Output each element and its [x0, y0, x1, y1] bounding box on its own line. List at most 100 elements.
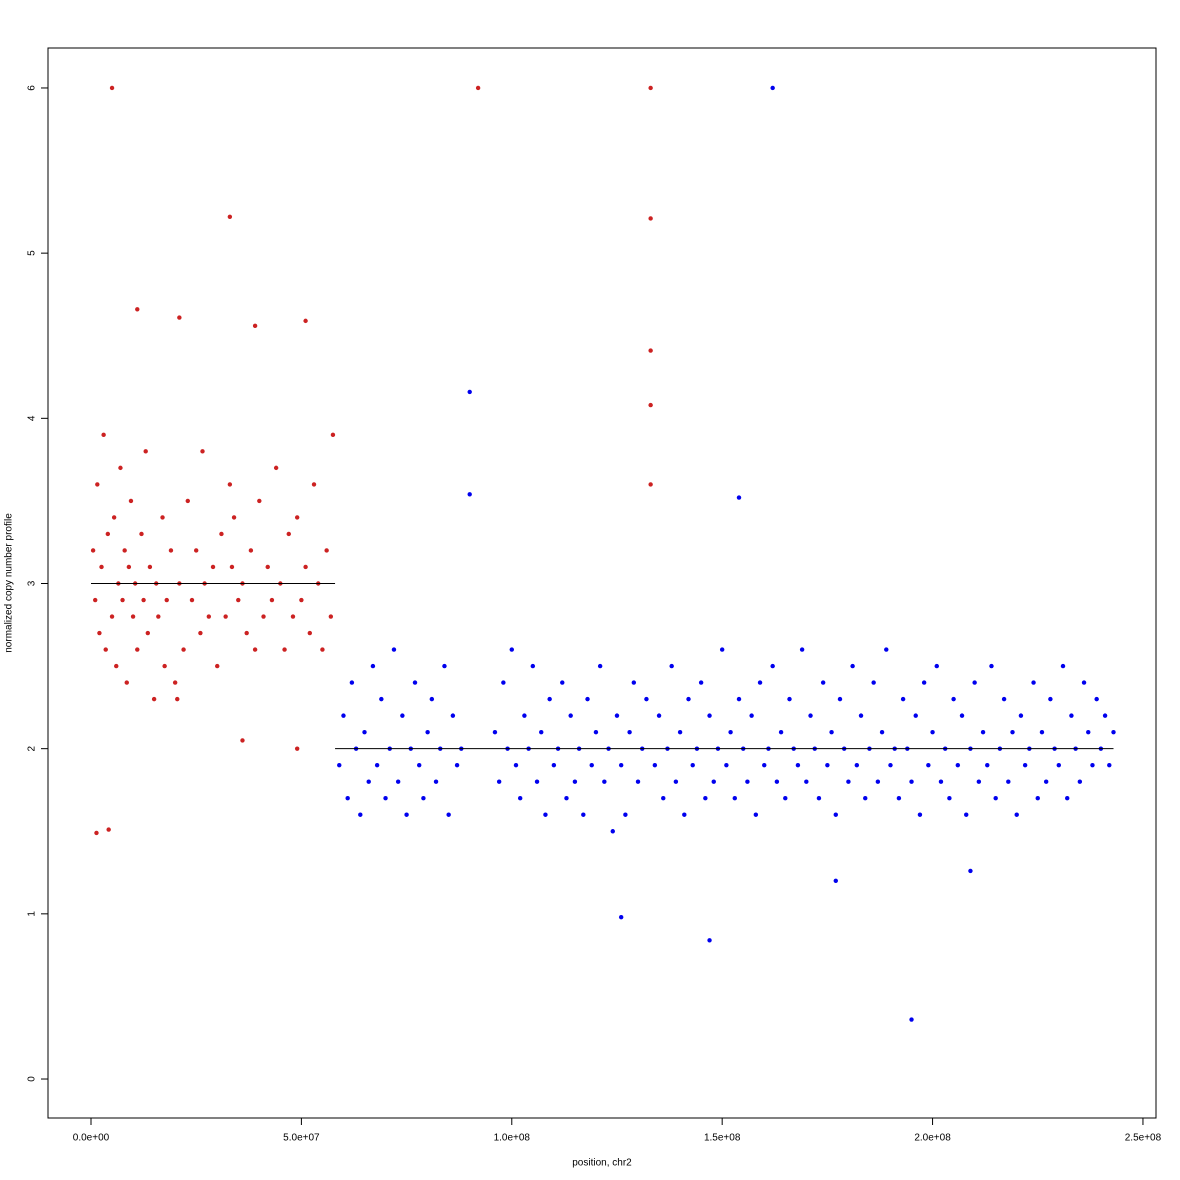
point: [993, 796, 998, 801]
x-tick-label: 5.0e+07: [283, 1133, 320, 1144]
point: [109, 85, 115, 91]
point: [627, 729, 632, 735]
point: [829, 729, 834, 735]
point: [850, 663, 855, 669]
point: [698, 680, 704, 685]
point: [745, 779, 750, 784]
point: [379, 696, 384, 702]
point: [358, 812, 363, 817]
point: [1065, 796, 1070, 801]
point: [90, 548, 96, 553]
point: [95, 482, 100, 487]
point: [568, 713, 573, 718]
point: [290, 614, 296, 619]
point: [141, 597, 146, 603]
point: [404, 812, 409, 817]
point: [109, 614, 115, 619]
point: [421, 796, 426, 801]
point: [539, 729, 544, 735]
point: [875, 779, 881, 784]
point: [128, 498, 134, 504]
point: [934, 663, 939, 669]
point: [762, 762, 767, 768]
y-tick-label: 5: [27, 250, 38, 256]
point: [120, 597, 125, 603]
point: [989, 663, 994, 669]
point: [955, 762, 961, 768]
point: [648, 348, 653, 353]
point: [644, 696, 649, 702]
point: [433, 779, 439, 784]
point: [429, 696, 435, 702]
point: [968, 868, 973, 874]
point: [210, 564, 216, 570]
point: [286, 531, 291, 537]
point: [1094, 696, 1099, 702]
point: [374, 762, 380, 768]
point: [105, 531, 111, 537]
point: [724, 762, 729, 768]
y-tick-label: 2: [27, 745, 38, 751]
point: [106, 827, 111, 832]
point: [261, 614, 266, 619]
point: [707, 938, 712, 943]
point: [783, 796, 788, 801]
point: [442, 663, 447, 669]
point: [871, 680, 876, 685]
point: [162, 663, 167, 669]
point: [1056, 762, 1061, 768]
point: [833, 812, 838, 817]
point: [913, 713, 918, 718]
point: [774, 779, 780, 784]
point: [959, 713, 965, 718]
point: [227, 214, 233, 220]
point: [341, 713, 346, 718]
point: [938, 779, 944, 784]
point: [854, 762, 860, 768]
point: [833, 878, 838, 884]
point: [475, 85, 481, 91]
point: [1060, 663, 1066, 669]
point: [976, 779, 982, 784]
point: [227, 482, 233, 487]
point: [543, 812, 548, 817]
point: [597, 663, 603, 669]
point: [921, 680, 927, 685]
point: [145, 630, 151, 636]
point: [551, 762, 557, 768]
x-tick-label: 0.0e+00: [73, 1133, 110, 1144]
point: [294, 515, 300, 520]
point: [719, 647, 725, 652]
point: [534, 779, 540, 784]
point: [417, 762, 422, 768]
point: [248, 548, 254, 553]
point: [947, 796, 952, 801]
point: [269, 597, 275, 603]
point: [93, 597, 98, 603]
point: [820, 680, 826, 685]
point: [172, 680, 178, 685]
point: [139, 531, 144, 537]
point: [517, 796, 523, 801]
point: [111, 515, 117, 520]
point: [1035, 796, 1040, 801]
point: [177, 315, 182, 320]
point: [1043, 779, 1049, 784]
point: [581, 812, 586, 817]
point: [257, 498, 262, 504]
point: [122, 548, 127, 553]
point: [589, 762, 594, 768]
point: [118, 465, 123, 471]
point: [454, 762, 460, 768]
point: [366, 779, 371, 784]
point: [198, 630, 203, 636]
point: [200, 449, 205, 454]
point: [330, 432, 336, 438]
point: [909, 779, 914, 784]
point: [1022, 762, 1028, 768]
point: [395, 779, 401, 784]
point: [614, 713, 620, 718]
point: [101, 432, 106, 438]
point: [884, 647, 889, 652]
point: [294, 746, 300, 751]
